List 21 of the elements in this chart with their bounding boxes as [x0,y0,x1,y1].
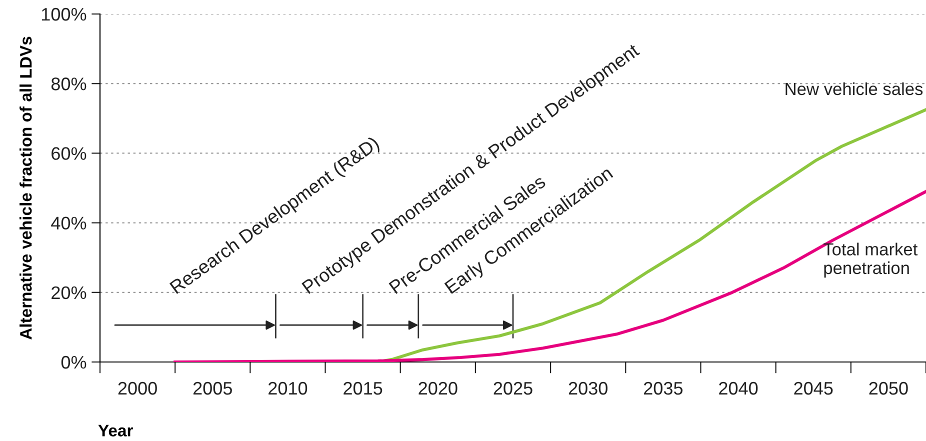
x-tick-label: 2040 [719,382,758,395]
x-tick-label: 2025 [494,382,532,395]
series-label: New vehicle sales [786,82,923,96]
x-tick-label: 2050 [869,382,908,395]
y-tick-label: 100% [42,8,86,21]
x-tick-label: 2000 [118,382,157,395]
x-tick-label: 2045 [794,382,833,395]
x-tick-label: 2010 [268,382,308,395]
y-tick-label: 20% [52,286,86,300]
x-tick-label: 2020 [418,382,458,395]
x-tick-label: 2030 [568,382,608,395]
y-tick-label: 80% [51,78,86,90]
x-tick-label: 2015 [344,382,382,395]
y-axis-title: Alternative vehicle fraction of all LDVs [20,36,32,340]
y-tick-label: 0% [61,356,86,369]
x-axis-title: Year [98,424,133,436]
x-tick-label: 2035 [644,382,683,395]
y-tick-label: 60% [52,147,86,160]
y-tick-label: 40% [51,216,86,230]
x-tick-label: 2005 [193,382,232,395]
series-label: Total market penetration [824,242,918,278]
